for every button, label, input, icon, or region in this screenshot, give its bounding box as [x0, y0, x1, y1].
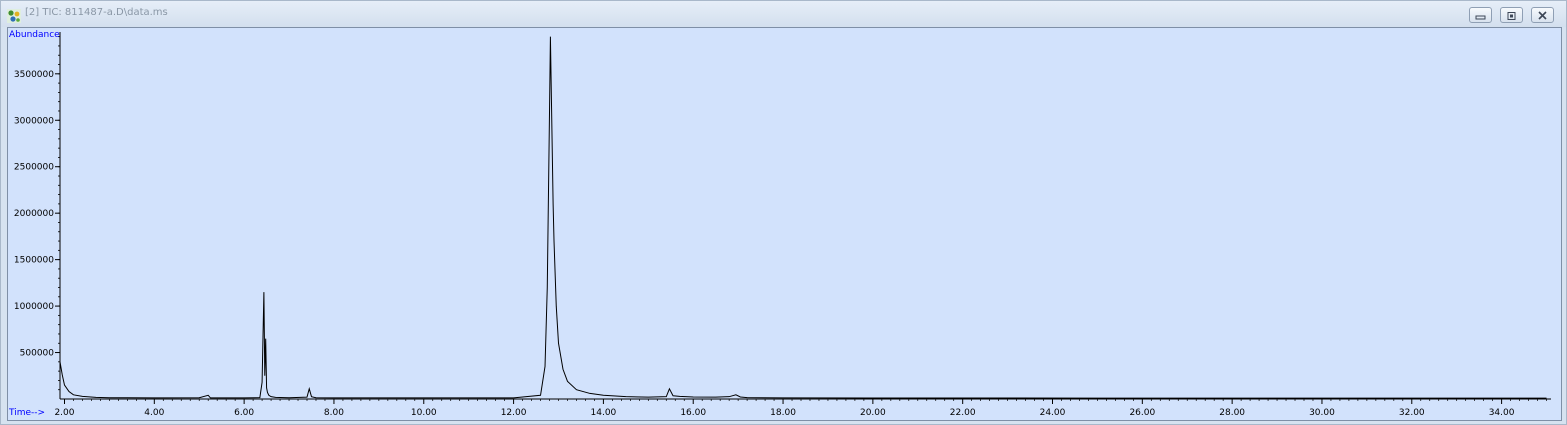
y-axis-label: Abundance	[9, 30, 60, 40]
title-bar[interactable]: [2] TIC: 811487-a.D\data.ms	[1, 1, 1566, 27]
x-tick-label: 24.00	[1040, 408, 1066, 418]
x-tick-label: 6.00	[234, 408, 254, 418]
x-tick-label: 4.00	[144, 408, 164, 418]
x-tick-label: 34.00	[1489, 408, 1515, 418]
restore-button[interactable]	[1500, 7, 1523, 23]
x-tick-label: 18.00	[770, 408, 796, 418]
y-tick-label: 3000000	[14, 116, 54, 126]
restore-icon	[1507, 12, 1516, 20]
minimize-button[interactable]	[1469, 7, 1492, 23]
x-tick-label: 22.00	[950, 408, 976, 418]
close-icon	[1538, 11, 1547, 20]
tic-trace	[59, 36, 1547, 399]
x-tick-label: 28.00	[1219, 408, 1245, 418]
y-tick-label: 500000	[20, 349, 55, 359]
x-axis: 2.00 4.00 6.00 8.00 10.00 12.00 14.00 16.00 18.0…	[54, 398, 1551, 418]
x-axis-label: Time-->	[8, 408, 45, 418]
y-tick-label: 1000000	[14, 302, 54, 312]
x-tick-label: 12.00	[501, 408, 527, 418]
y-tick-label: 2500000	[14, 163, 54, 173]
x-tick-label: 30.00	[1309, 408, 1335, 418]
y-axis: 500000 1000000 1500000 2000000 2500000 300000…	[14, 32, 61, 399]
x-tick-label: 8.00	[324, 408, 344, 418]
x-tick-label: 26.00	[1129, 408, 1155, 418]
y-tick-label: 2000000	[14, 209, 54, 219]
y-tick-label: 3500000	[14, 70, 54, 80]
x-tick-label: 14.00	[591, 408, 617, 418]
plot-area[interactable]: 500000 1000000 1500000 2000000 2500000 300000…	[7, 27, 1562, 421]
x-tick-label: 2.00	[54, 408, 74, 418]
y-tick-label: 1500000	[14, 256, 54, 266]
close-button[interactable]	[1531, 7, 1554, 23]
x-tick-label: 20.00	[860, 408, 886, 418]
x-tick-label: 10.00	[411, 408, 437, 418]
window-title: [2] TIC: 811487-a.D\data.ms	[25, 7, 168, 18]
x-tick-label: 32.00	[1399, 408, 1425, 418]
x-tick-label: 16.00	[680, 408, 706, 418]
minimize-icon	[1475, 15, 1486, 20]
chromatogram-chart[interactable]: 500000 1000000 1500000 2000000 2500000 300000…	[8, 28, 1561, 420]
chromatogram-app-icon[interactable]	[7, 8, 21, 23]
